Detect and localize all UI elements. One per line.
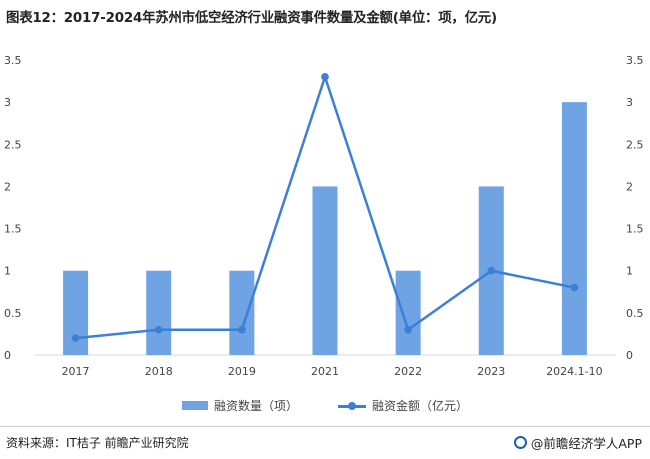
footer: 资料来源：IT桔子 前瞻产业研究院 @前瞻经济学人APP	[0, 426, 650, 459]
legend-item-bar[interactable]: 融资数量（项）	[181, 397, 298, 414]
y2-tick-label: 0.5	[626, 307, 644, 320]
line-point	[321, 73, 329, 81]
brand-text: @前瞻经济学人APP	[530, 436, 642, 451]
x-tick-label: 2017	[62, 365, 90, 378]
y-tick-label: 2.5	[4, 138, 22, 151]
legend-line-label: 融资金额（亿元）	[372, 399, 469, 413]
legend-item-line[interactable]: 融资金额（亿元）	[338, 397, 468, 414]
line-point	[154, 325, 163, 334]
line-point	[404, 325, 412, 334]
bar	[146, 270, 172, 355]
brand-credit: @前瞻经济学人APP	[513, 433, 642, 452]
y-tick-label: 3.5	[4, 54, 22, 67]
bar	[229, 270, 255, 355]
y2-tick-label: 3	[626, 96, 633, 109]
y2-tick-label: 0	[626, 349, 633, 362]
legend-line-swatch	[338, 401, 366, 411]
y-tick-label: 3	[4, 96, 11, 109]
legend-bar-swatch	[181, 401, 208, 410]
bar	[312, 186, 338, 355]
x-tick-label: 2021	[311, 365, 339, 378]
x-tick-label: 2019	[228, 365, 256, 378]
y2-tick-label: 2.5	[626, 138, 644, 151]
bar	[63, 270, 89, 355]
y2-tick-label: 1.5	[626, 223, 644, 236]
y-tick-label: 2	[4, 180, 11, 193]
x-tick-label: 2018	[145, 365, 173, 378]
y-tick-label: 1	[4, 265, 11, 278]
bar	[395, 270, 421, 355]
y2-tick-label: 1	[626, 265, 633, 278]
line-point	[238, 325, 246, 334]
line-point	[570, 283, 579, 292]
x-tick-label: 2024.1-10	[546, 365, 602, 378]
combo-chart: 0 0.5 1 1.5 2 2.5 3 3.5 0 0.5 1 1.5 2 2.5 3 3.5 2017 2018…	[4, 54, 644, 378]
legend: 融资数量（项） 融资金额（亿元）	[0, 397, 650, 414]
legend-bar-label: 融资数量（项）	[213, 399, 298, 413]
line-point	[71, 334, 80, 342]
y-tick-label: 1.5	[4, 223, 22, 236]
line-point	[487, 266, 496, 275]
x-tick-label: 2022	[394, 365, 422, 378]
bar	[561, 102, 587, 355]
x-tick-label: 2023	[477, 365, 505, 378]
y2-tick-label: 3.5	[626, 54, 644, 67]
brand-logo-icon	[513, 436, 527, 449]
source-note: 资料来源：IT桔子 前瞻产业研究院	[6, 436, 189, 450]
chart-title: 图表12：2017-2024年苏州市低空经济行业融资事件数量及金额(单位：项，亿…	[6, 11, 497, 26]
y-tick-label: 0	[4, 349, 11, 362]
y2-tick-label: 2	[626, 180, 633, 193]
y-tick-label: 0.5	[4, 307, 22, 320]
